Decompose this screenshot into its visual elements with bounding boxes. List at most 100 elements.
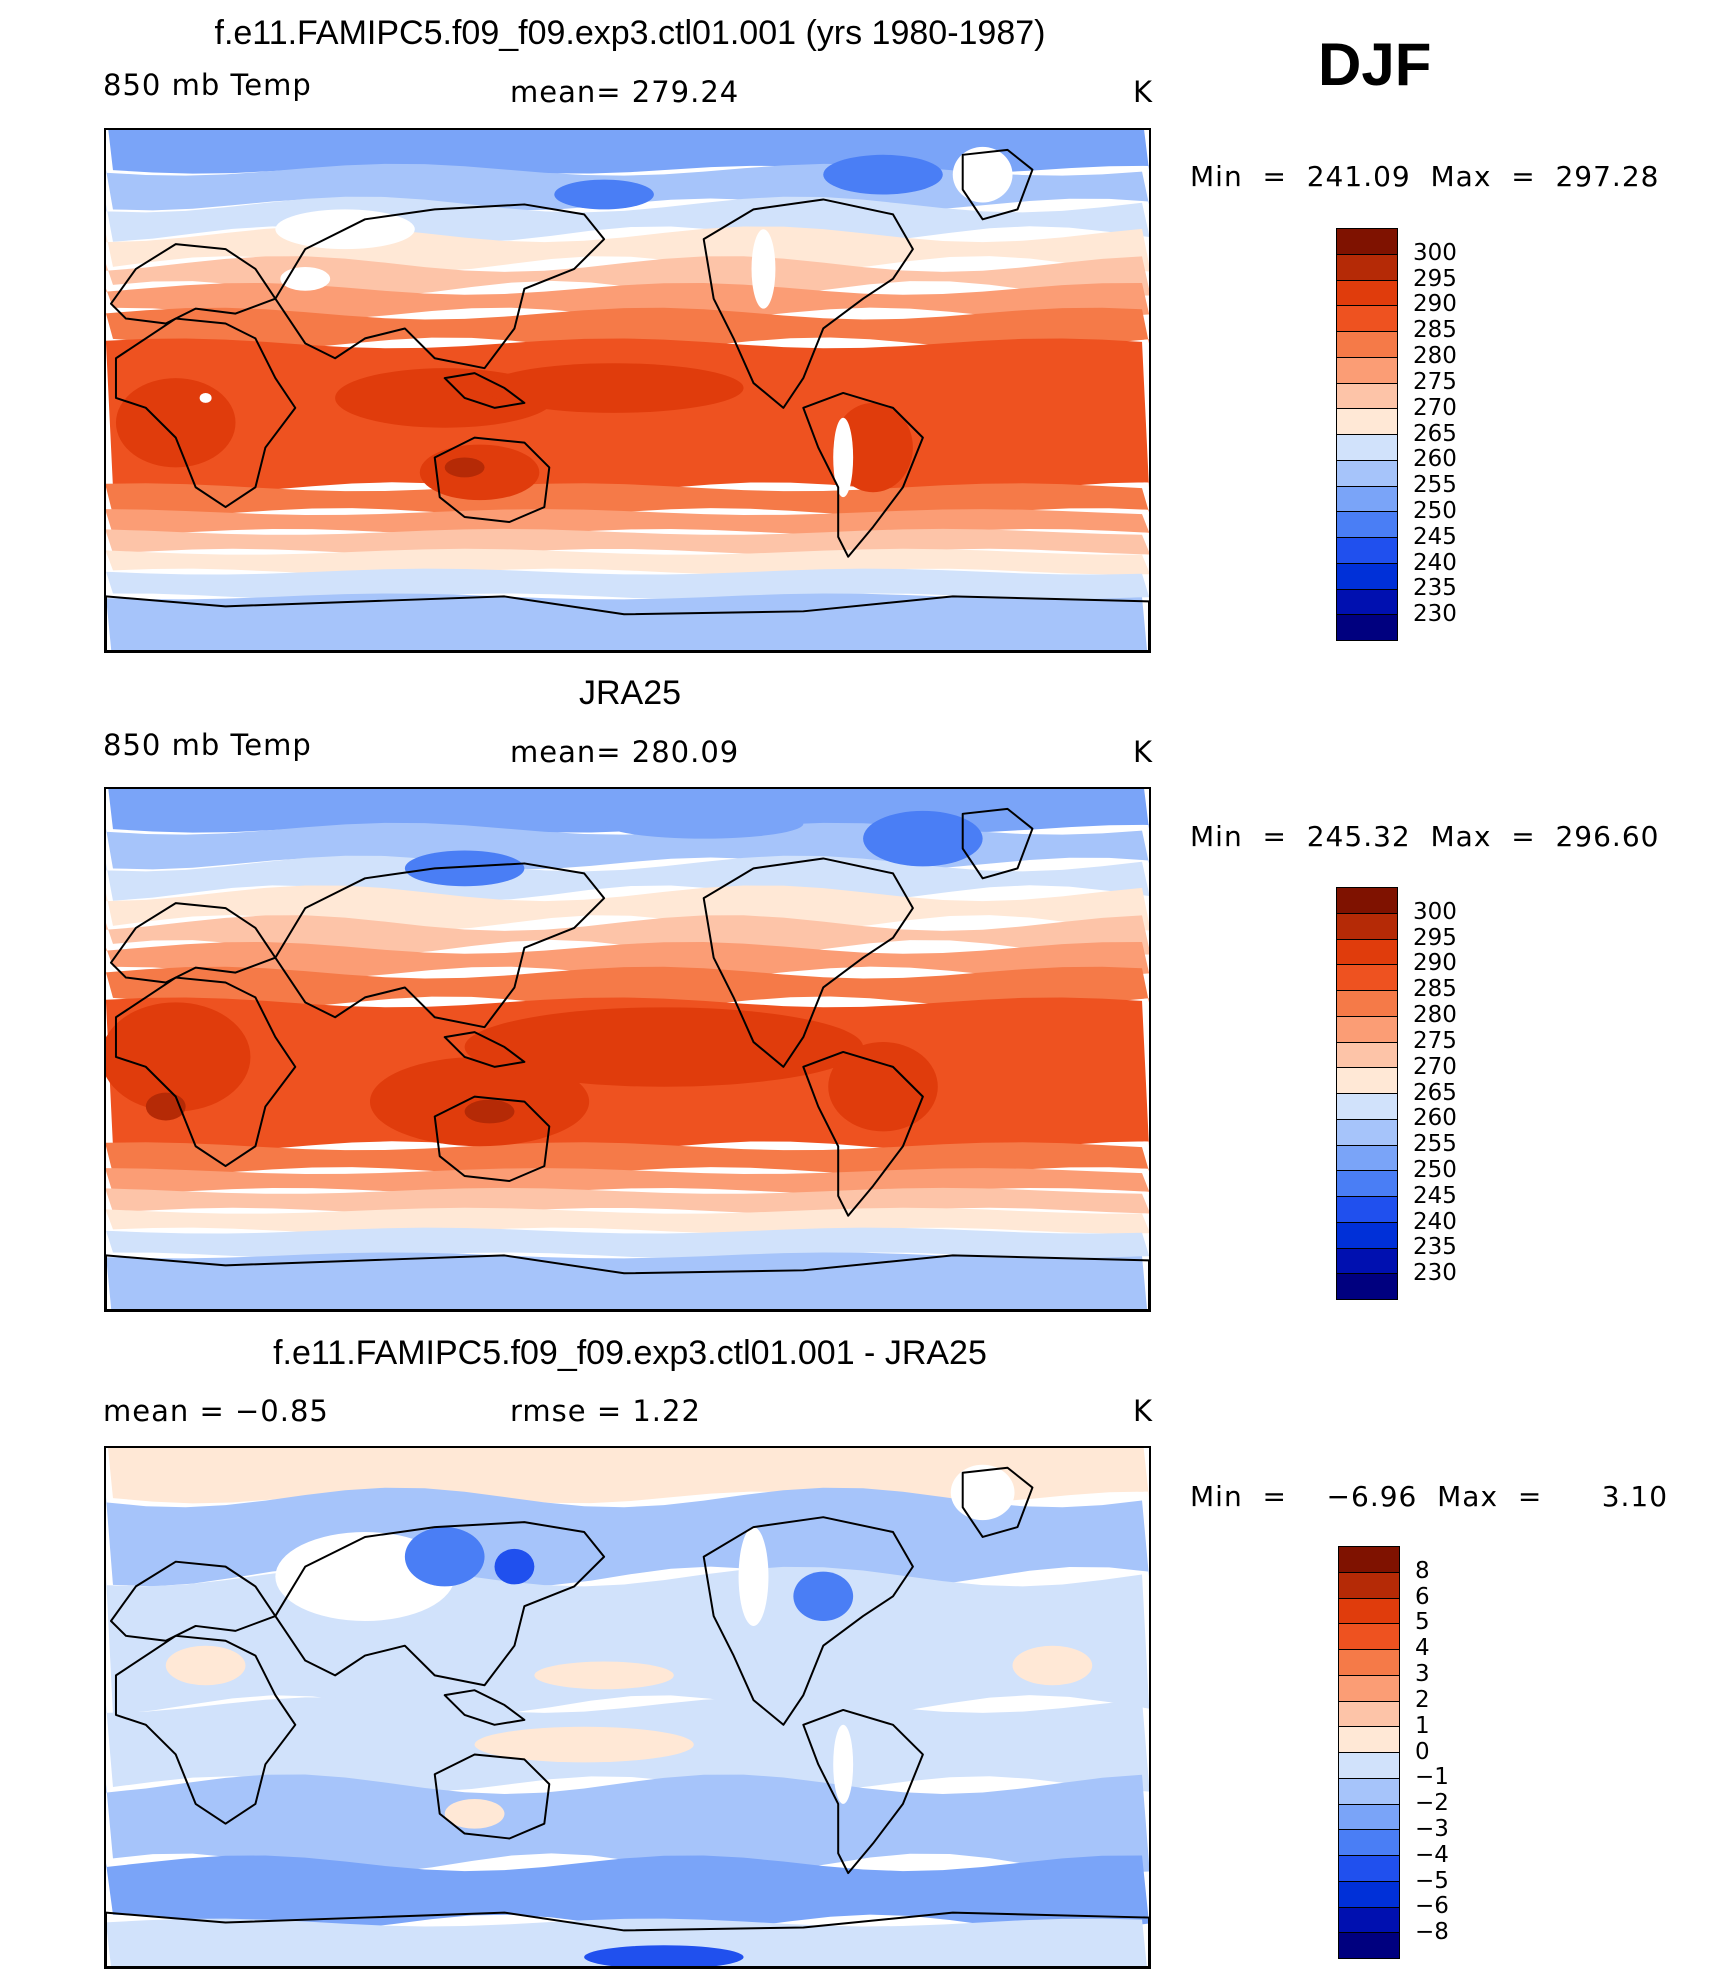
colorbar-tick-label: −4: [1415, 1841, 1449, 1868]
colorbar-tick-label: 280: [1413, 343, 1457, 370]
colorbar-tick-label: 290: [1413, 291, 1457, 318]
colorbar-tick-label: 8: [1415, 1557, 1430, 1584]
contour-band: [106, 1252, 1148, 1310]
contour-blob: [494, 1548, 535, 1585]
panel-2-colorbar: [1336, 887, 1398, 1300]
colorbar-tick-label: 5: [1415, 1609, 1430, 1636]
panel-2-mean-label: mean= 280.09: [510, 735, 740, 769]
colorbar-swatch: [1337, 965, 1397, 991]
colorbar-swatch: [1337, 1145, 1397, 1172]
colorbar-swatch: [1339, 1727, 1399, 1753]
colorbar-swatch: [1339, 1907, 1399, 1934]
missing-data-patch: [833, 417, 854, 498]
coastline: [106, 1254, 1149, 1310]
colorbar-tick-label: 260: [1413, 1105, 1457, 1132]
colorbar-tick-label: 260: [1413, 446, 1457, 473]
missing-data-patch: [833, 1724, 854, 1804]
panel-1-mean-label: mean= 279.24: [510, 75, 740, 109]
missing-data-patch: [199, 392, 212, 403]
colorbar-tick-label: 300: [1413, 239, 1457, 266]
colorbar-swatch: [1337, 383, 1397, 410]
colorbar-swatch: [1337, 913, 1397, 940]
colorbar-tick-label: 275: [1413, 368, 1457, 395]
coastline: [702, 1516, 914, 1726]
colorbar-tick-label: 265: [1413, 420, 1457, 447]
colorbar-swatch: [1337, 306, 1397, 332]
contour-band: [106, 256, 1149, 297]
contour-blob: [115, 378, 236, 468]
panel-3-map: [104, 1446, 1151, 1969]
colorbar-swatch: [1337, 1119, 1397, 1146]
colorbar-swatch: [1337, 1171, 1397, 1197]
contour-blob: [404, 850, 525, 887]
coastline: [702, 198, 914, 409]
contour-blob: [404, 1527, 485, 1587]
colorbar-swatch: [1337, 1197, 1397, 1223]
contour-blob: [604, 808, 804, 839]
coastline: [106, 1911, 1149, 1967]
colorbar-swatch: [1339, 1856, 1399, 1882]
colorbar-swatch: [1339, 1572, 1399, 1599]
colorbar-swatch: [1337, 589, 1397, 616]
colorbar-swatch: [1339, 1675, 1399, 1702]
coastline: [274, 862, 606, 1029]
contour-blob: [534, 1661, 674, 1690]
season-label: DJF: [1318, 31, 1432, 98]
panel-2-map: [104, 787, 1151, 1312]
coastline: [114, 317, 297, 509]
colorbar-swatch: [1337, 1068, 1397, 1094]
coastline: [106, 595, 1149, 651]
colorbar-swatch: [1337, 1094, 1397, 1120]
contour-band: [106, 548, 1149, 575]
colorbar-tick-label: −2: [1415, 1790, 1449, 1817]
colorbar-tick-label: 230: [1413, 601, 1457, 628]
contour-band: [106, 941, 1149, 979]
contour-blob: [828, 1042, 938, 1132]
contour-band: [106, 1187, 1149, 1214]
contour-blob: [444, 1798, 505, 1829]
contour-band: [106, 1227, 1149, 1259]
contour-band: [106, 1168, 1149, 1194]
colorbar-tick-label: 270: [1413, 1053, 1457, 1080]
panel-1-minmax: Min = 241.09 Max = 297.28: [1190, 160, 1660, 193]
missing-data-patch: [280, 266, 331, 291]
contour-blob: [823, 154, 943, 195]
coastline: [433, 436, 551, 523]
colorbar-tick-label: 245: [1413, 1182, 1457, 1209]
coastline: [802, 391, 924, 558]
colorbar-swatch: [1337, 939, 1397, 966]
contour-band: [106, 1207, 1149, 1234]
panel-3-units-label: K: [1133, 1394, 1154, 1428]
colorbar-swatch: [1339, 1804, 1399, 1831]
coastline: [443, 1031, 526, 1068]
colorbar-tick-label: 6: [1415, 1583, 1430, 1610]
colorbar-tick-label: 255: [1413, 1131, 1457, 1158]
colorbar-swatch: [1339, 1778, 1399, 1805]
contour-blob: [165, 1645, 246, 1686]
colorbar-swatch: [1339, 1753, 1399, 1779]
coastline: [433, 1095, 551, 1182]
colorbar-swatch: [1337, 332, 1397, 358]
missing-data-patch: [950, 1464, 1015, 1521]
coastline: [802, 1708, 924, 1875]
colorbar-tick-label: 250: [1413, 1156, 1457, 1183]
panel-1-map: [104, 128, 1151, 653]
coastline: [961, 807, 1034, 880]
colorbar-swatch: [1337, 1222, 1397, 1249]
panel-3-minmax: Min = −6.96 Max = 3.10: [1190, 1480, 1669, 1513]
panel-1-title: f.e11.FAMIPC5.f09_f09.exp3.ctl01.001 (yr…: [214, 14, 1046, 52]
colorbar-tick-label: 255: [1413, 472, 1457, 499]
colorbar-swatch: [1337, 409, 1397, 435]
coastline: [443, 1689, 526, 1726]
panel-1-colorbar: [1336, 228, 1398, 641]
panel-1-units-label: K: [1133, 75, 1154, 109]
panel-3-colorbar: [1338, 1546, 1400, 1959]
coastline: [961, 148, 1034, 221]
colorbar-swatch: [1339, 1624, 1399, 1650]
colorbar-swatch: [1337, 991, 1397, 1017]
contour-band: [106, 885, 1149, 931]
contour-band: [106, 593, 1148, 651]
colorbar-tick-label: 295: [1413, 265, 1457, 292]
contour-blob: [554, 179, 654, 210]
colorbar-swatch: [1337, 280, 1397, 307]
